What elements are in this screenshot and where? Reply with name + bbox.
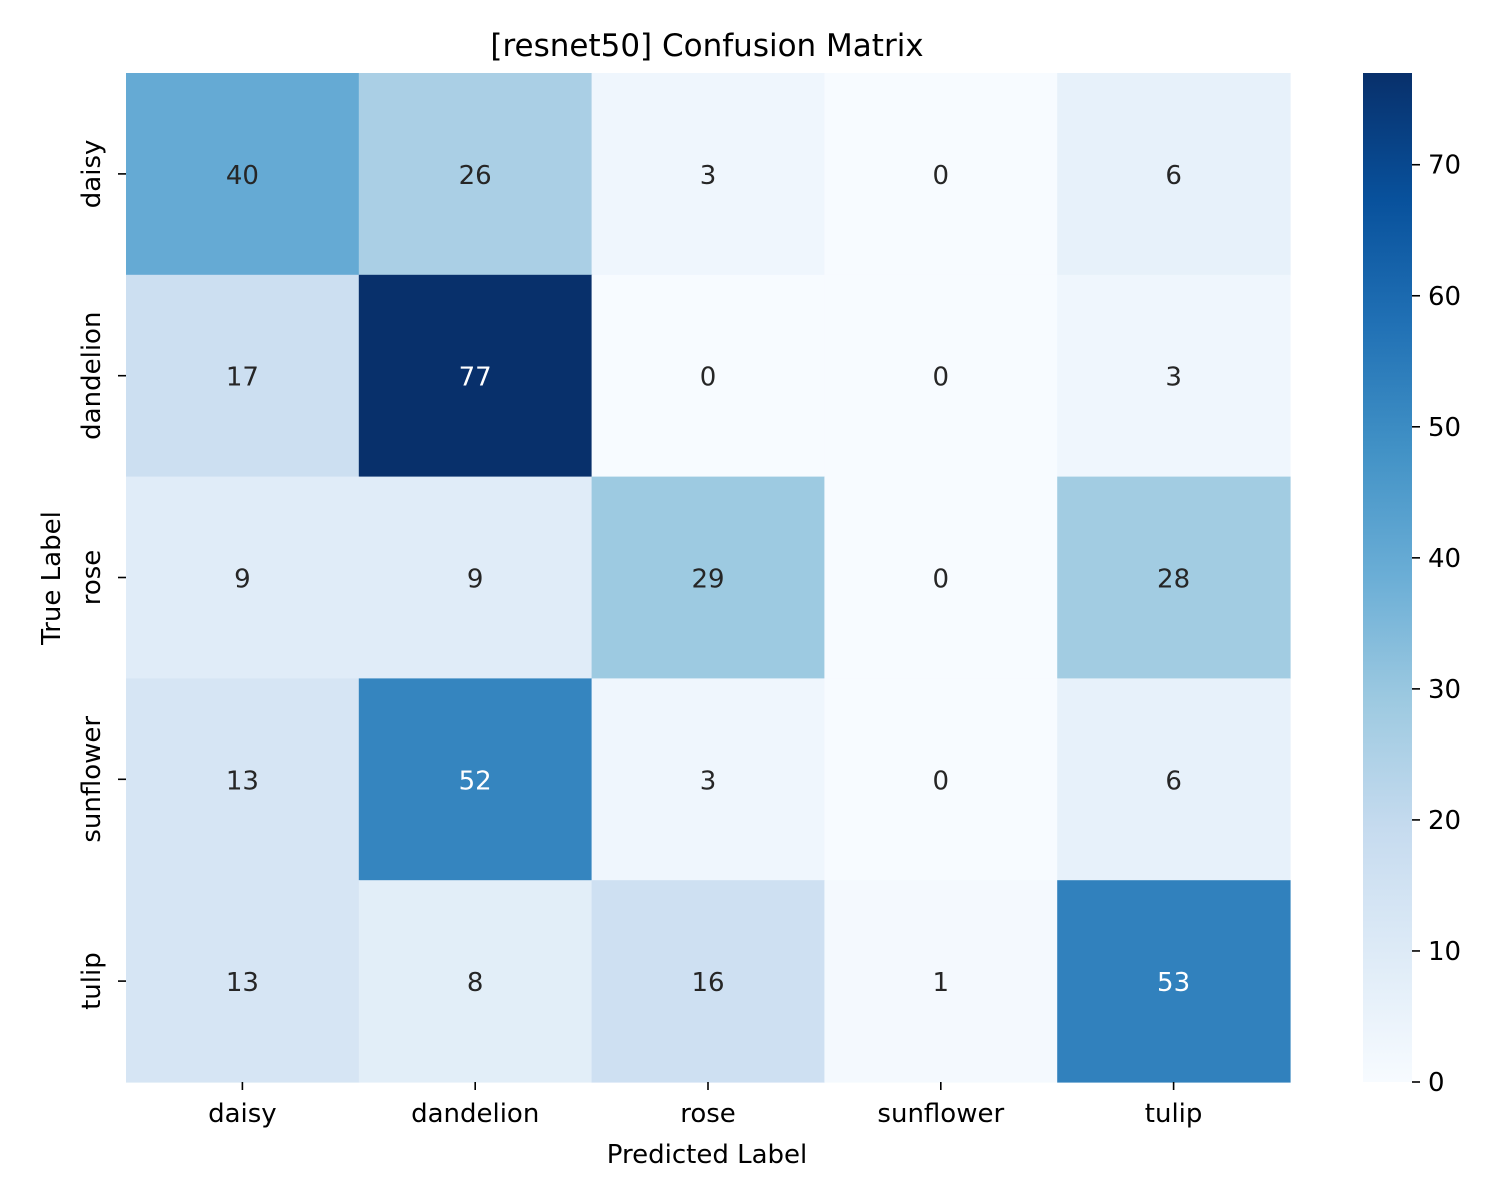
cell-value-sunflower-daisy: 13 (226, 766, 259, 796)
x-tick-label-tulip: tulip (1145, 1099, 1203, 1129)
cell-value-sunflower-sunflower: 0 (933, 766, 950, 796)
colorbar: 0 10 20 30 40 50 60 70 (1363, 73, 1461, 1098)
colorbar-tick-label-10: 10 (1428, 937, 1461, 967)
y-axis-ticks: daisy dandelion rose sunflower tulip (77, 140, 126, 1010)
heatmap-cell-rose-rose (591, 476, 825, 679)
cell-value-tulip-sunflower: 1 (933, 968, 950, 998)
x-axis-ticks: daisy dandelion rose sunflower tulip (208, 1082, 1202, 1129)
chart-title: [resnet50] Confusion Matrix (490, 28, 923, 64)
colorbar-ticks: 0 10 20 30 40 50 60 70 (1412, 151, 1461, 1098)
cell-value-dandelion-dandelion: 77 (459, 363, 492, 393)
heatmap-cell-dandelion-rose (591, 274, 825, 478)
y-axis-label: True Label (37, 511, 67, 646)
cell-value-daisy-sunflower: 0 (933, 161, 950, 191)
heatmap-cell-sunflower-dandelion (358, 678, 593, 881)
cell-value-daisy-tulip: 6 (1165, 161, 1182, 191)
x-tick-label-daisy: daisy (208, 1099, 277, 1129)
cell-value-daisy-daisy: 40 (226, 161, 259, 191)
heatmap-cell-dandelion-daisy (126, 274, 360, 478)
heatmap-cell-daisy-sunflower (824, 73, 1058, 276)
x-tick-label-rose: rose (680, 1099, 736, 1129)
y-tick-label-sunflower: sunflower (77, 716, 107, 843)
x-tick-label-dandelion: dandelion (411, 1099, 539, 1129)
heatmap-cell-sunflower-rose (591, 678, 825, 881)
heatmap-cell-daisy-dandelion (358, 73, 593, 276)
cell-value-dandelion-tulip: 3 (1165, 363, 1182, 393)
heatmap-cell-tulip-tulip (1057, 880, 1291, 1083)
x-axis-label: Predicted Label (607, 1140, 807, 1170)
colorbar-tick-label-70: 70 (1428, 151, 1461, 181)
heatmap-cell-daisy-rose (591, 73, 825, 276)
heatmap-cell-rose-dandelion (358, 476, 593, 679)
cell-value-daisy-dandelion: 26 (459, 161, 492, 191)
heatmap-cell-sunflower-sunflower (824, 678, 1058, 881)
heatmap-cell-dandelion-sunflower (824, 274, 1058, 478)
heatmap-cell-daisy-daisy (126, 73, 360, 276)
cell-value-tulip-tulip: 53 (1157, 968, 1190, 998)
cell-value-sunflower-rose: 3 (700, 766, 717, 796)
cell-value-sunflower-dandelion: 52 (459, 766, 492, 796)
heatmap-cell-rose-tulip (1057, 476, 1291, 679)
heatmap-cell-dandelion-dandelion (358, 274, 593, 478)
heatmap-cell-sunflower-tulip (1057, 678, 1291, 881)
cell-value-sunflower-tulip: 6 (1165, 766, 1182, 796)
cell-value-dandelion-sunflower: 0 (933, 363, 950, 393)
heatmap-cell-tulip-rose (591, 880, 825, 1083)
heatmap-cell-tulip-daisy (126, 880, 360, 1083)
cell-value-dandelion-rose: 0 (700, 363, 717, 393)
cell-value-daisy-rose: 3 (700, 161, 717, 191)
colorbar-tick-label-30: 30 (1428, 675, 1461, 705)
cell-value-rose-dandelion: 9 (467, 565, 484, 595)
cell-value-rose-daisy: 9 (234, 565, 251, 595)
heatmap-cell-tulip-dandelion (358, 880, 593, 1083)
cell-value-rose-sunflower: 0 (933, 565, 950, 595)
cell-value-dandelion-daisy: 17 (226, 363, 259, 393)
y-tick-label-daisy: daisy (77, 140, 107, 209)
cell-value-rose-tulip: 28 (1157, 565, 1190, 595)
colorbar-tick-label-50: 50 (1428, 413, 1461, 443)
y-tick-label-tulip: tulip (77, 952, 107, 1010)
y-tick-label-dandelion: dandelion (77, 312, 107, 440)
colorbar-tick-label-40: 40 (1428, 544, 1461, 574)
colorbar-tick-label-60: 60 (1428, 282, 1461, 312)
y-tick-label-rose: rose (77, 550, 107, 606)
cell-value-tulip-rose: 16 (691, 968, 724, 998)
x-tick-label-sunflower: sunflower (877, 1099, 1004, 1129)
heatmap-cell-rose-sunflower (824, 476, 1058, 679)
heatmap-cell-dandelion-tulip (1057, 274, 1291, 478)
colorbar-gradient (1363, 73, 1412, 1082)
colorbar-tick-label-0: 0 (1428, 1068, 1445, 1098)
cell-value-rose-rose: 29 (691, 565, 724, 595)
heatmap-cell-sunflower-daisy (126, 678, 360, 881)
colorbar-tick-label-20: 20 (1428, 806, 1461, 836)
heatmap-cell-tulip-sunflower (824, 880, 1058, 1083)
cell-value-tulip-dandelion: 8 (467, 968, 484, 998)
heatmap-cell-rose-daisy (126, 476, 360, 679)
heatmap-cell-daisy-tulip (1057, 73, 1291, 276)
cell-annotations: 40 26 3 0 6 17 77 0 0 3 9 9 29 0 28 13 52 3 0 6 13 8 16 1 53 (226, 161, 1190, 998)
cell-value-tulip-daisy: 13 (226, 968, 259, 998)
heatmap-cells (126, 73, 1291, 1083)
